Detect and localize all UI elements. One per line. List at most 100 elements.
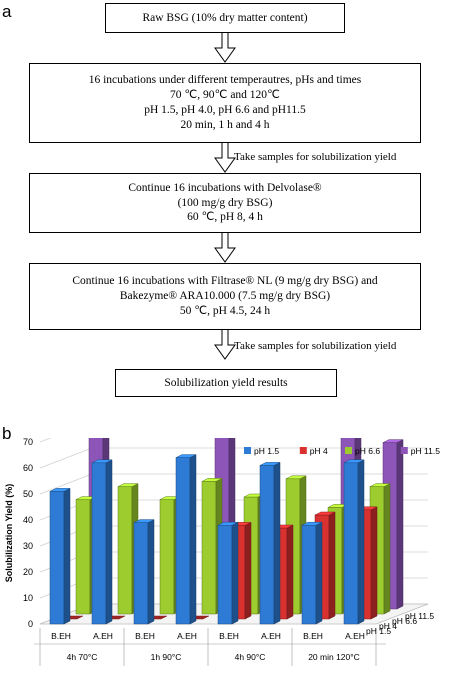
bar-front	[75, 499, 91, 615]
arrow-note-1: Take samples for solubilization yield	[234, 151, 397, 163]
bar-side	[370, 506, 378, 620]
flowchart-arrows	[214, 31, 236, 360]
bar-front	[117, 486, 133, 615]
category-label: A.EH	[93, 631, 113, 641]
step-raw-bsg: Raw BSG (10% dry matter content)	[105, 3, 345, 33]
bar-front	[49, 491, 65, 625]
down-arrow-1	[214, 31, 236, 63]
y-tick-label: 0	[28, 619, 33, 629]
bar-side	[231, 521, 239, 625]
legend-swatch	[345, 447, 352, 454]
category-label: B.EH	[51, 631, 71, 641]
bar-ph-1.5-4	[217, 521, 239, 625]
bar-ph-1.5-5	[259, 461, 281, 625]
y-tick-label: 30	[23, 541, 33, 551]
step-3-line-2: (100 mg/g dry BSG)	[177, 196, 273, 209]
bar-side	[105, 459, 113, 625]
chart-bars	[49, 438, 404, 625]
legend-swatch	[299, 447, 307, 454]
y-tick-label: 50	[23, 489, 33, 499]
bar-top	[343, 459, 365, 464]
chart-labels: 0 10 20 30 40 50 60 70 Solubilization Yield (%) p…	[4, 438, 440, 662]
step-1-line-1: Raw BSG (10% dry matter content)	[142, 11, 308, 24]
bar-side	[383, 483, 391, 615]
depth-label: pH 6.6	[392, 616, 417, 626]
bar-side	[396, 439, 404, 610]
y-tick-label: 10	[23, 593, 33, 603]
step-2-line-4: 20 min, 1 h and 4 h	[180, 118, 270, 131]
bar-side	[273, 461, 281, 625]
bar-front	[159, 499, 175, 615]
step-2-line-2: 70 ℃, 90℃ and 120℃	[170, 89, 280, 102]
step-5-line-1: Solubilization yield results	[164, 376, 288, 389]
bar-ph-1.5-6	[301, 521, 323, 625]
bar-side	[357, 459, 365, 625]
y-axis-label: Solubilization Yield (%)	[4, 484, 14, 583]
bar-top	[133, 519, 155, 523]
panel-a-label: a	[2, 2, 12, 21]
bar-front	[175, 457, 191, 625]
bar-top	[301, 521, 323, 526]
category-label: B.EH	[135, 631, 155, 641]
depth-label: pH 4	[379, 621, 397, 631]
step-2-line-1: 16 incubations under different temperaut…	[88, 74, 362, 87]
group-label: 1h 90°C	[151, 652, 182, 662]
gridline-side	[39, 447, 93, 469]
bar-top	[175, 454, 197, 458]
bar-top	[314, 511, 336, 516]
bar-front	[259, 465, 275, 625]
bar-front	[217, 524, 233, 625]
bar-top	[369, 483, 391, 487]
bar-front	[133, 522, 149, 625]
bar-top	[91, 459, 113, 464]
legend-label: pH 6.6	[355, 446, 380, 456]
depth-label: pH 1.5	[366, 626, 391, 636]
group-label: 20 min 120°C	[308, 652, 360, 662]
down-arrow-3	[214, 231, 236, 263]
down-arrow-2	[214, 141, 236, 173]
group-label: 4h 90°C	[235, 652, 266, 662]
group-label: 4h 70°C	[67, 652, 98, 662]
step-3-line-3: 60 ℃, pH 8, 4 h	[187, 211, 263, 224]
bar-side	[286, 524, 294, 620]
step-4-line-2: Bakezyme® ARA10.000 (7.5 mg/g dry BSG)	[119, 290, 331, 303]
bar-ph-1.5-7	[343, 459, 365, 625]
step-filtrase-bakezyme: Continue 16 incubations with Filtrase® N…	[29, 263, 421, 330]
bar-top	[201, 478, 223, 482]
gridline-side	[39, 473, 93, 495]
y-tick-label: 20	[23, 567, 33, 577]
bar-top	[217, 521, 239, 526]
y-tick-label: 60	[23, 463, 33, 473]
y-tick-label: 70	[23, 438, 33, 447]
down-arrow-4	[214, 328, 236, 360]
y-tick-label: 40	[23, 515, 33, 525]
bar-top	[382, 439, 404, 443]
bar-ph-1.5-2	[133, 519, 155, 625]
step-3-line-1: Continue 16 incubations with Delvolase®	[128, 181, 322, 194]
arrow-note-2: Take samples for solubilization yield	[234, 340, 397, 352]
bar-top	[259, 462, 281, 466]
category-label: A.EH	[345, 631, 365, 641]
legend-label: pH 4	[310, 446, 328, 456]
panel-b-label: b	[2, 424, 12, 443]
category-label: B.EH	[219, 631, 239, 641]
bar-ph-1.5-3	[175, 454, 197, 625]
bar-ph-1.5-1	[91, 459, 113, 625]
bar-side	[63, 487, 71, 625]
bar-side	[315, 521, 323, 625]
legend-swatch	[400, 447, 408, 454]
bar-side	[147, 519, 155, 625]
step-delvolase: Continue 16 incubations with Delvolase® …	[29, 173, 421, 233]
bar-front	[343, 462, 359, 625]
category-label: A.EH	[177, 631, 197, 641]
step-4-line-3: 50 ℃, pH 4.5, 24 h	[179, 304, 271, 317]
category-label: A.EH	[261, 631, 281, 641]
step-incubations: 16 incubations under different temperaut…	[29, 63, 421, 143]
bar-top	[49, 488, 71, 492]
step-4-line-1: Continue 16 incubations with Filtrase® N…	[72, 275, 378, 288]
legend-label: pH 11.5	[411, 446, 440, 456]
depth-label: pH 11.5	[405, 611, 434, 621]
bar-ph-1.5-0	[49, 487, 71, 625]
bar-front	[201, 481, 217, 615]
bar-top	[285, 475, 307, 480]
